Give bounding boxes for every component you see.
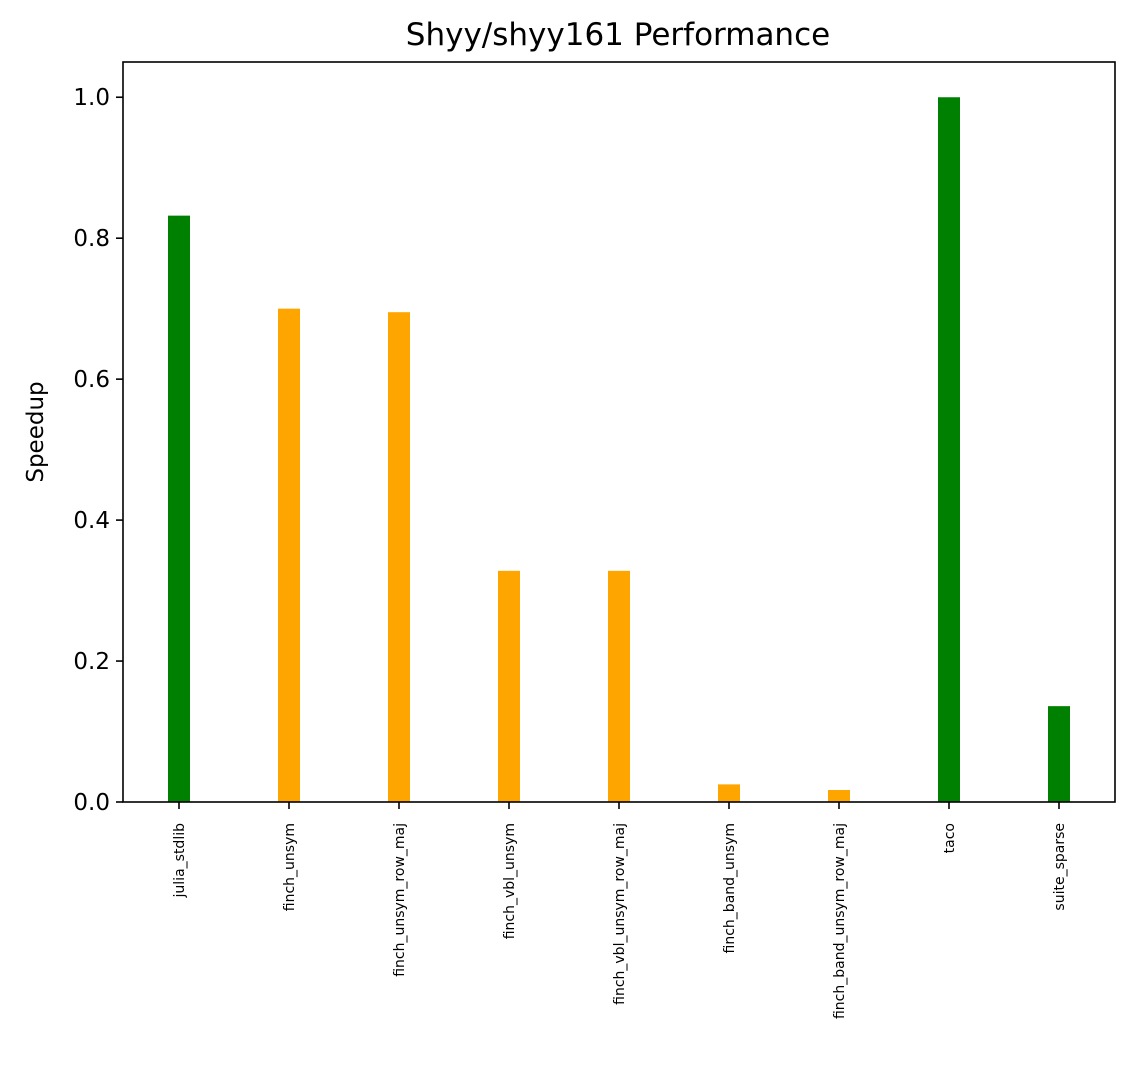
- plot-frame: [122, 61, 1116, 803]
- x-tick-label: finch_vbl_unsym_row_maj: [612, 823, 628, 1005]
- bar-finch-band-unsym-row-maj: [828, 790, 850, 802]
- bar-finch-unsym: [278, 308, 300, 802]
- x-tick-label: taco: [942, 823, 958, 853]
- x-tick-label: finch_unsym: [282, 823, 298, 911]
- y-tick-label: 0.6: [73, 367, 110, 393]
- bar-julia-stdlib: [168, 215, 190, 803]
- x-tick-label: finch_band_unsym: [722, 823, 738, 953]
- bar-suite-sparse: [1048, 706, 1070, 802]
- bars-group: [168, 97, 1070, 803]
- y-tick-label: 1.0: [73, 85, 110, 111]
- y-tick-label: 0.2: [73, 649, 110, 675]
- y-axis-label: Speedup: [23, 381, 49, 482]
- bar-finch-unsym-row-maj: [388, 312, 410, 802]
- y-tick-label: 0.4: [73, 508, 110, 534]
- bar-finch-band-unsym: [718, 784, 740, 802]
- y-axis-ticks: 0.0 0.2 0.4 0.6 0.8 1.0: [73, 85, 123, 816]
- bar-finch-vbl-unsym-row-maj: [608, 570, 630, 802]
- x-tick-label: finch_band_unsym_row_maj: [832, 823, 848, 1019]
- x-tick-label: finch_unsym_row_maj: [392, 823, 408, 977]
- y-tick-label: 0.0: [73, 790, 110, 816]
- x-tick-label: finch_vbl_unsym: [502, 823, 518, 939]
- chart-title: Shyy/shyy161 Performance: [406, 17, 830, 53]
- x-tick-label: suite_sparse: [1052, 823, 1068, 911]
- bar-finch-vbl-unsym: [498, 570, 520, 802]
- bar-taco: [938, 97, 960, 802]
- x-tick-label: julia_stdlib: [172, 823, 188, 899]
- y-tick-label: 0.8: [73, 226, 110, 252]
- x-axis-ticks: julia_stdlib finch_unsym finch_unsym_row_m…: [172, 802, 1068, 1019]
